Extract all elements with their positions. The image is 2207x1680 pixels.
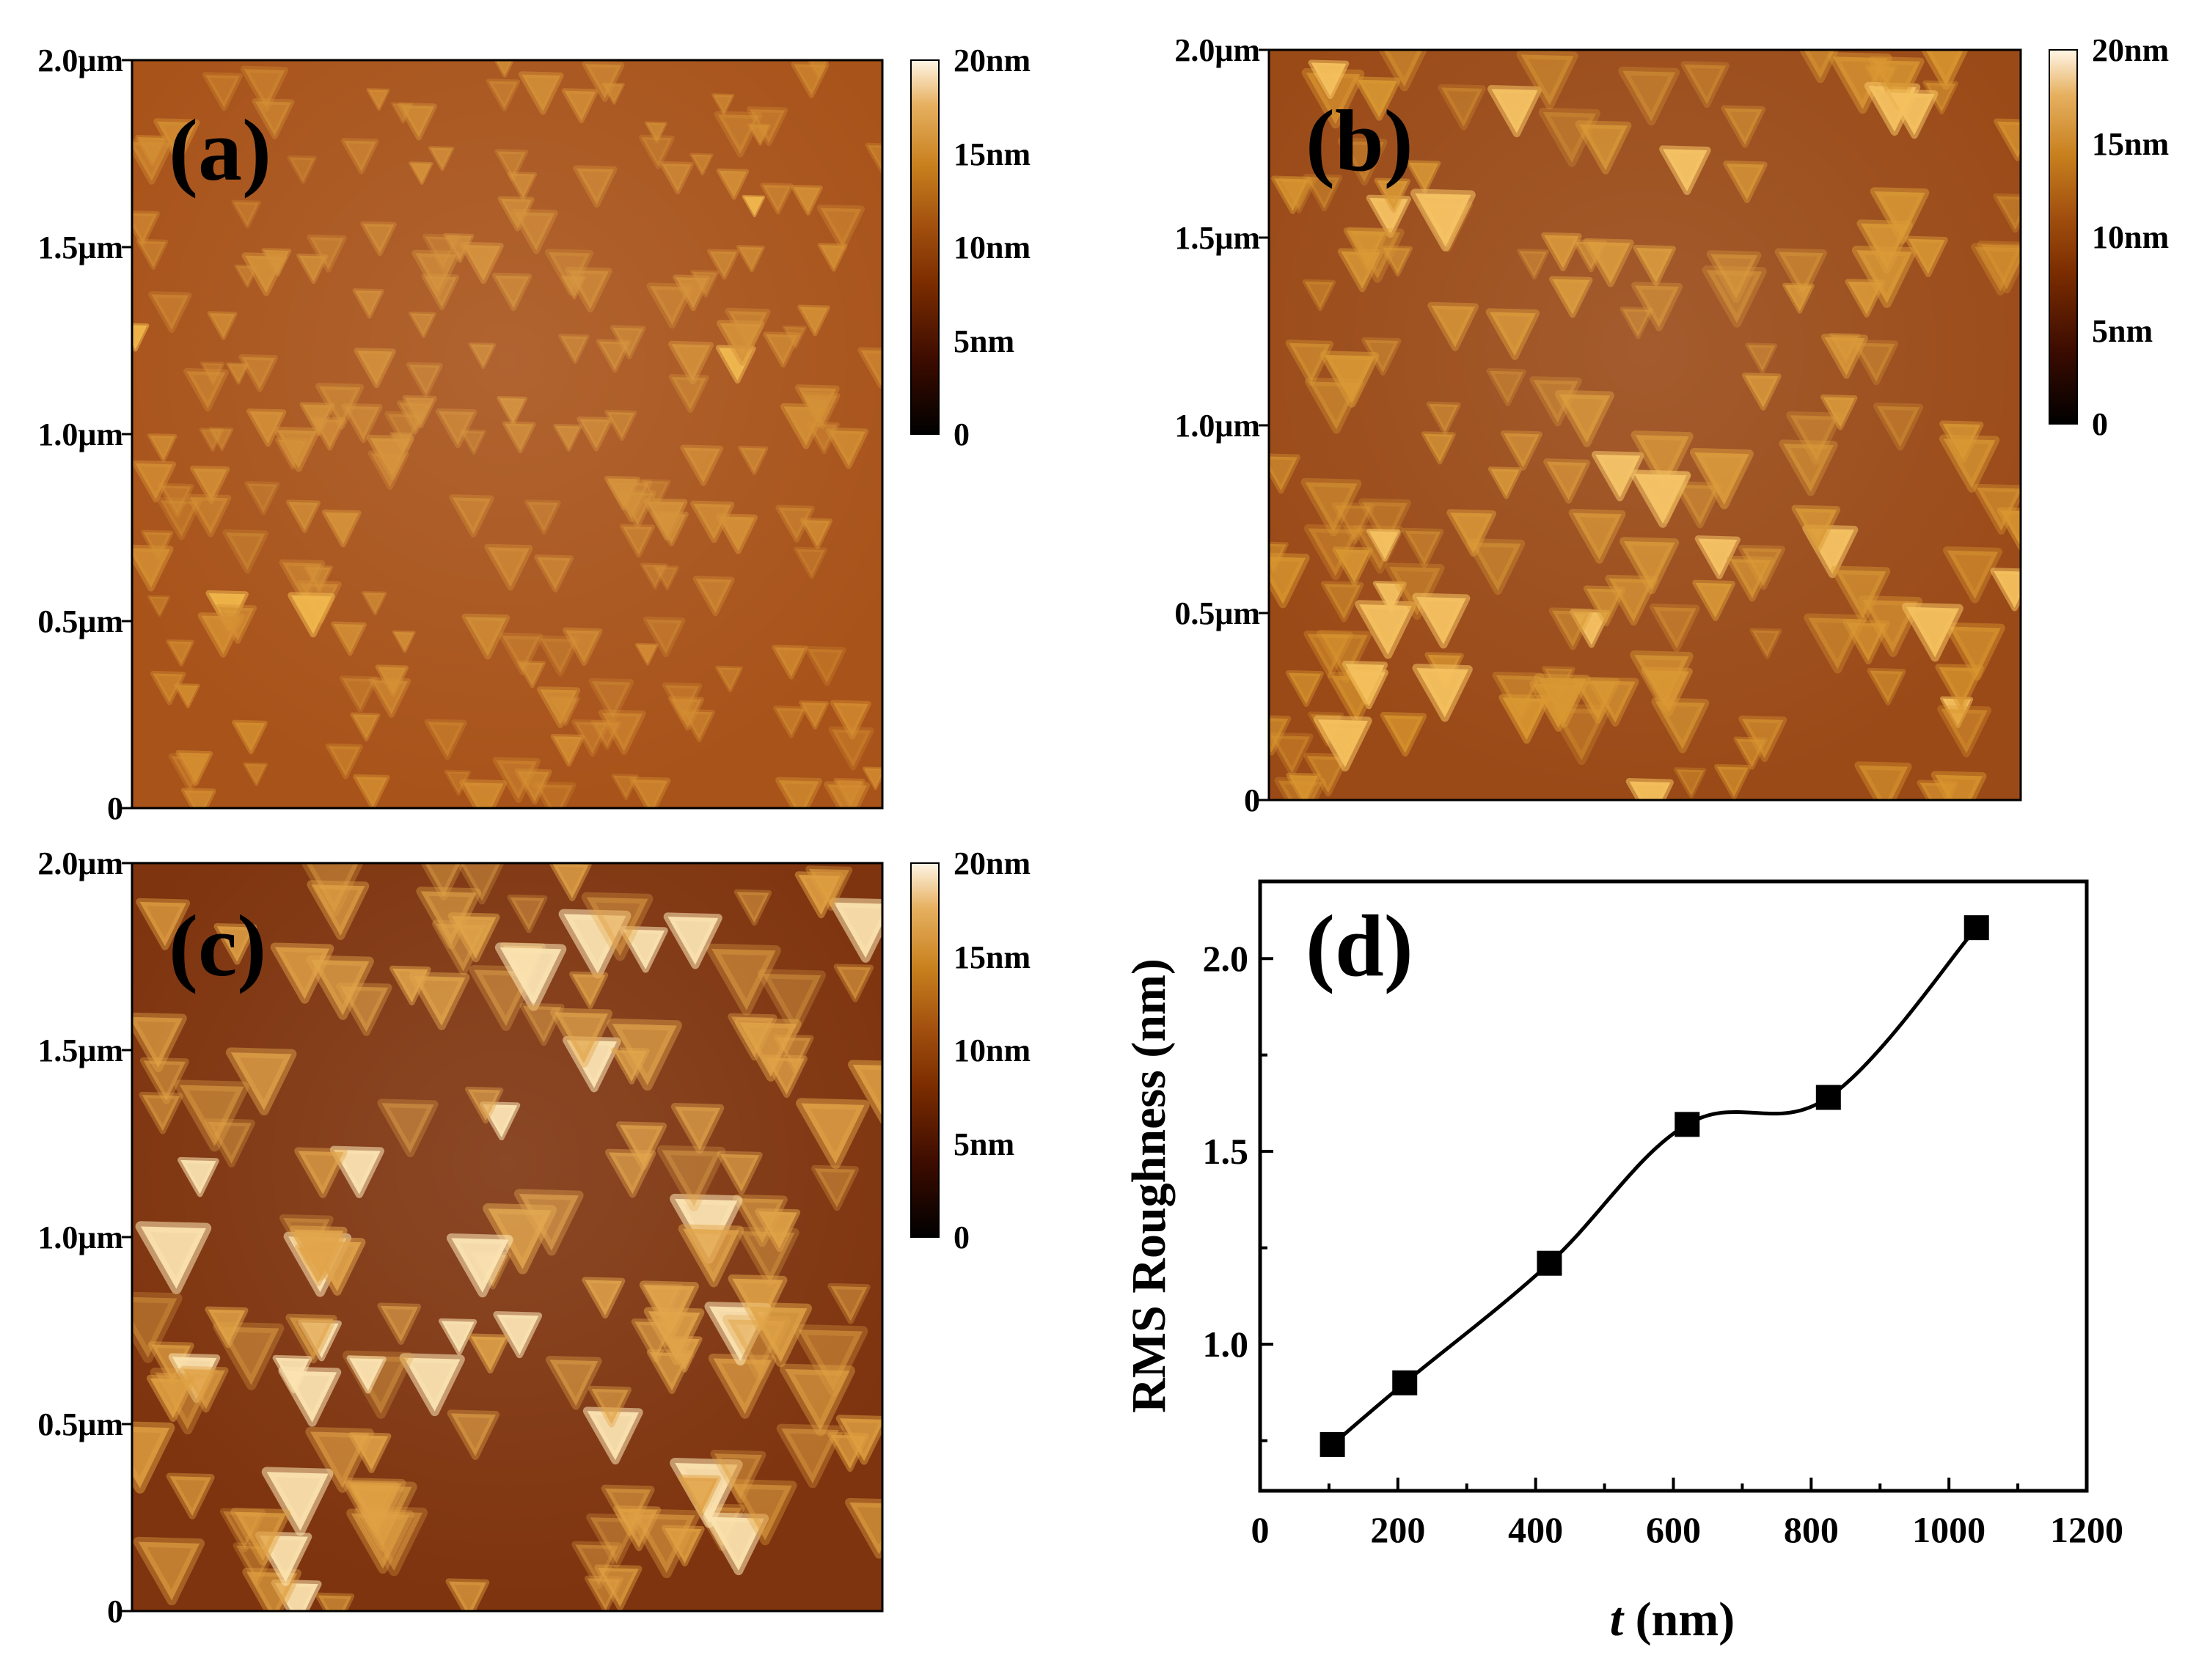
colorbar-label: 5nm — [954, 323, 1014, 359]
colorbar-a: 20nm 15nm 10nm 5nm 0 — [910, 43, 1031, 452]
afm-panel-c: (c) 2.0μm 1.5μm 1.0μm 0.5μm 0 20nm 15nm … — [37, 845, 1031, 1629]
afm-sheen — [1269, 50, 2021, 800]
colorbar-label: 20nm — [2092, 32, 2169, 68]
colorbar-label: 0 — [954, 417, 970, 452]
y-tick-label: 0 — [107, 791, 123, 826]
panel-label-d: (d) — [1306, 897, 1413, 994]
afm-image-c — [132, 863, 882, 1611]
y-tick-label: 1.0μm — [1174, 408, 1260, 444]
y-tick-label: 2.0 — [1203, 938, 1249, 979]
y-tick-label: 0.5μm — [37, 1406, 123, 1442]
x-tick-label: 600 — [1646, 1509, 1701, 1550]
data-line — [1331, 926, 1978, 1446]
colorbar-label: 15nm — [954, 136, 1031, 172]
colorbar-label: 15nm — [2092, 126, 2169, 162]
y-tick-label: 1.5μm — [37, 1032, 123, 1068]
panel-label-b: (b) — [1306, 92, 1413, 189]
colorbar-label: 5nm — [954, 1126, 1014, 1162]
colorbar-label: 10nm — [2092, 219, 2169, 255]
y-axis-c: 2.0μm 1.5μm 1.0μm 0.5μm 0 — [37, 845, 132, 1629]
y-tick-label: 0.5μm — [37, 604, 123, 639]
y-tick-label: 1.0μm — [37, 417, 123, 452]
colorbar-label: 10nm — [954, 1032, 1031, 1068]
colorbar-label: 20nm — [954, 845, 1031, 881]
chart-panel-d: 0 200 400 600 800 1000 1200 1.0 1.5 2.0 (d) t (n… — [1122, 879, 2123, 1646]
x-tick-label: 400 — [1508, 1509, 1563, 1550]
data-point — [1537, 1250, 1562, 1276]
y-tick-label: 0.5μm — [1174, 595, 1260, 631]
y-tick-label: 1.5 — [1203, 1131, 1249, 1172]
data-point — [1320, 1431, 1345, 1457]
data-point — [1675, 1112, 1700, 1137]
x-tick-label: 800 — [1784, 1509, 1839, 1550]
colorbar-label: 0 — [954, 1219, 970, 1255]
colorbar-label: 20nm — [954, 43, 1031, 78]
y-tick-label: 2.0μm — [1174, 32, 1260, 68]
x-axis-title-unit: (nm) — [1623, 1593, 1735, 1646]
data-point — [1392, 1370, 1418, 1395]
y-axis: 1.0 1.5 2.0 — [1203, 938, 1273, 1442]
x-axis-title: t (nm) — [1610, 1593, 1735, 1646]
x-tick-label: 1200 — [2050, 1509, 2123, 1550]
afm-sheen — [132, 60, 882, 808]
y-tick-label: 1.0 — [1203, 1324, 1249, 1365]
y-tick-label: 1.5μm — [1174, 220, 1260, 256]
afm-panel-b: (b) 2.0μm 1.5μm 1.0μm 0.5μm 0 20nm 15nm … — [1174, 32, 2169, 818]
x-axis-title-variable: t — [1610, 1593, 1625, 1646]
y-tick-label: 1.5μm — [37, 230, 123, 265]
afm-panel-a: (a) 2.0μm 1.5μm 1.0μm 0.5μm 0 20nm 15nm … — [37, 43, 1031, 826]
x-tick-label: 0 — [1251, 1509, 1270, 1550]
x-tick-label: 1000 — [1912, 1509, 1985, 1550]
afm-image-b — [1269, 50, 2021, 800]
data-point — [1963, 915, 1989, 941]
y-tick-label: 0 — [107, 1593, 123, 1629]
x-tick-label: 200 — [1370, 1509, 1425, 1550]
afm-sheen — [132, 863, 882, 1611]
x-axis: 0 200 400 600 800 1000 1200 — [1251, 1478, 2123, 1550]
y-axis-title: RMS Roughness (nm) — [1122, 958, 1176, 1413]
colorbar-b: 20nm 15nm 10nm 5nm 0 — [2049, 32, 2169, 442]
colorbar-label: 15nm — [954, 939, 1031, 975]
colorbar-label: 0 — [2092, 406, 2108, 442]
y-tick-label: 2.0μm — [37, 845, 123, 881]
y-tick-label: 1.0μm — [37, 1219, 123, 1255]
data-markers — [1320, 915, 1989, 1457]
panel-label-a: (a) — [169, 101, 271, 199]
colorbar-label: 5nm — [2092, 313, 2153, 349]
y-axis-a: 2.0μm 1.5μm 1.0μm 0.5μm 0 — [37, 43, 132, 826]
colorbar-label: 10nm — [954, 230, 1031, 265]
y-axis-b: 2.0μm 1.5μm 1.0μm 0.5μm 0 — [1174, 32, 1269, 818]
afm-image-a — [132, 60, 882, 808]
data-point — [1815, 1085, 1841, 1110]
colorbar-c: 20nm 15nm 10nm 5nm 0 — [910, 845, 1031, 1255]
panel-label-c: (c) — [169, 897, 266, 994]
y-tick-label: 2.0μm — [37, 43, 123, 78]
y-tick-label: 0 — [1244, 782, 1260, 818]
